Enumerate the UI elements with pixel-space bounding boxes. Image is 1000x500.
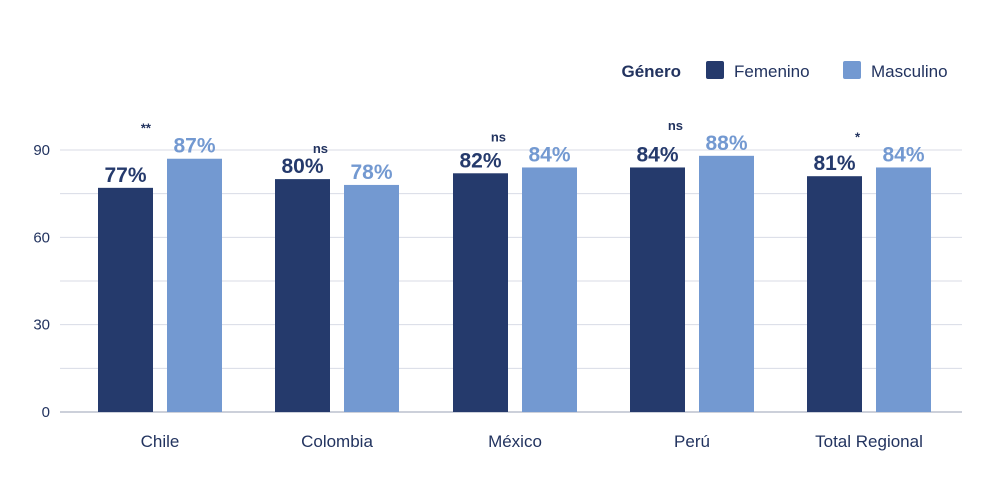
legend-label-masculino: Masculino (871, 62, 948, 81)
significance-mexico: ns (491, 129, 506, 144)
value-label-chile-femenino: 77% (104, 164, 146, 187)
category-labels: Chile Colombia México Perú Total Regional (141, 432, 923, 451)
bar-total-regional-femenino (807, 176, 862, 412)
bar-total-regional-masculino (876, 167, 931, 412)
significance-chile: ** (141, 121, 152, 136)
bar-mexico-masculino (522, 167, 577, 412)
y-axis-ticks: 0 30 60 90 (33, 142, 50, 421)
legend-swatch-femenino (706, 61, 724, 79)
y-tick-label: 0 (42, 404, 50, 421)
significance-peru: ns (668, 118, 683, 133)
bar-peru-femenino (630, 167, 685, 412)
x-tick-label-chile: Chile (141, 432, 180, 451)
significance-colombia: ns (313, 141, 328, 156)
value-label-total-regional-femenino: 81% (813, 152, 855, 175)
bar-chile-femenino (98, 187, 153, 412)
legend: Género Femenino Masculino (621, 61, 948, 81)
value-label-mexico-femenino: 82% (459, 149, 501, 172)
value-label-mexico-masculino: 84% (528, 143, 570, 166)
value-label-total-regional-masculino: 84% (882, 143, 924, 166)
value-label-chile-masculino: 87% (173, 135, 215, 158)
bar-mexico-femenino (453, 173, 508, 412)
bar-peru-masculino (699, 155, 754, 413)
value-labels: 77% 87% 80% 78% 82% 84% 84% 88% 81% 84% (104, 132, 924, 187)
legend-label-femenino: Femenino (734, 62, 810, 81)
y-tick-label: 30 (33, 317, 50, 334)
value-label-colombia-masculino: 78% (350, 161, 392, 184)
bar-colombia-femenino (275, 179, 330, 412)
bars (98, 155, 931, 413)
value-label-peru-masculino: 88% (705, 132, 747, 155)
x-tick-label-mexico: México (488, 432, 542, 451)
significance-total-regional: * (855, 129, 861, 144)
value-label-peru-femenino: 84% (636, 143, 678, 166)
legend-swatch-masculino (843, 61, 861, 79)
significance-labels: ** ns ns ns * (141, 118, 861, 156)
y-tick-label: 60 (33, 229, 50, 246)
x-tick-label-colombia: Colombia (301, 432, 373, 451)
legend-title: Género (621, 62, 681, 81)
bar-chile-masculino (167, 158, 222, 412)
x-tick-label-peru: Perú (674, 432, 710, 451)
x-tick-label-total-regional: Total Regional (815, 432, 923, 451)
y-tick-label: 90 (33, 142, 50, 159)
value-label-colombia-femenino: 80% (281, 155, 323, 178)
bar-colombia-masculino (344, 184, 399, 412)
